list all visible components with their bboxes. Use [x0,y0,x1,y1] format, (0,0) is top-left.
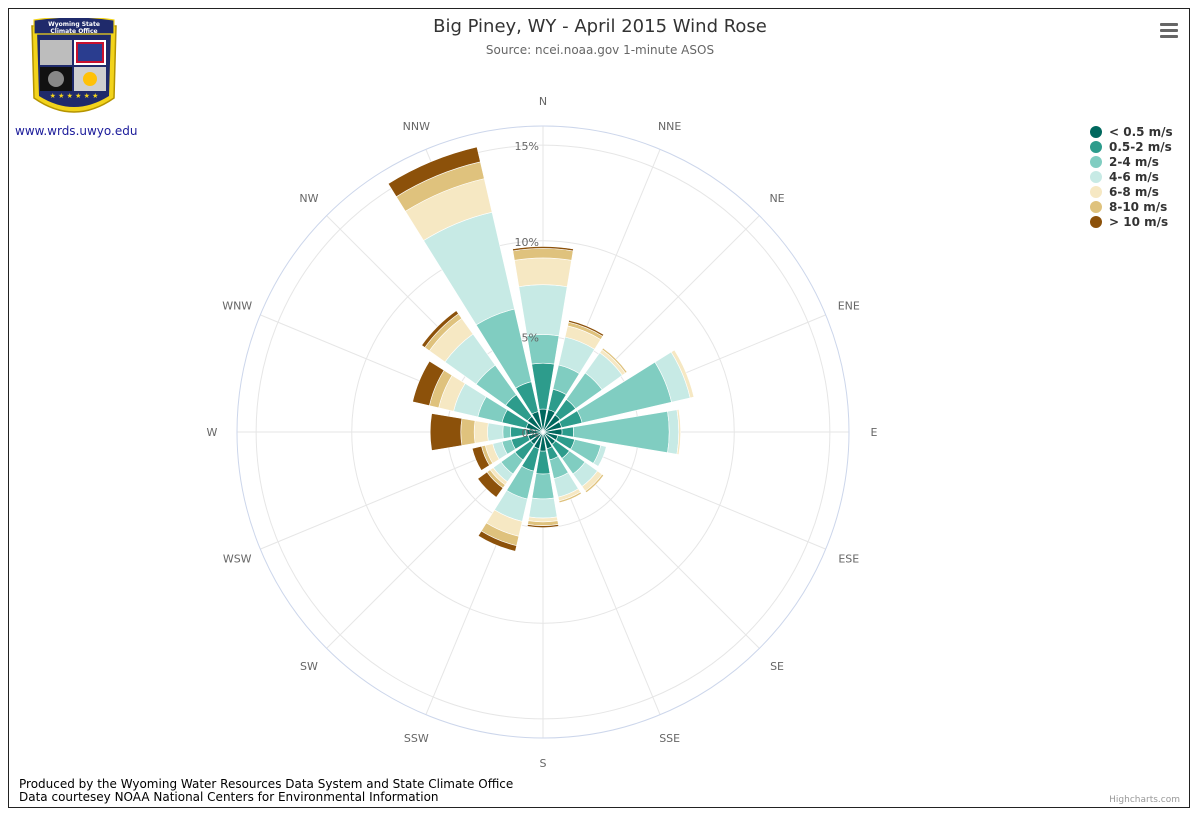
direction-label-w: W [207,426,218,439]
wedge-w-series-6 [429,413,463,451]
wedge-s-series-3 [528,497,558,519]
radial-tick-label: 10% [515,236,539,249]
legend-swatch-icon [1090,155,1102,168]
footer-line1: Produced by the Wyoming Water Resources … [19,777,514,791]
wedge-e-series-3 [667,409,680,455]
legend-swatch-icon [1090,140,1102,153]
wedge-n-series-3 [518,284,568,337]
wedge-sse-series-5 [558,491,582,504]
direction-label-ssw: SSW [404,732,429,745]
direction-label-wsw: WSW [223,553,252,566]
direction-label-ne: NE [769,192,784,205]
legend-label: 6-8 m/s [1109,184,1159,199]
legend-label: 0.5-2 m/s [1109,139,1172,154]
direction-label-e: E [871,426,878,439]
direction-label-se: SE [770,660,784,673]
radial-tick-label: 5% [522,331,539,344]
legend-item[interactable]: > 10 m/s [1090,214,1173,229]
wedge-e-series-4 [676,409,681,455]
wedge-ssw-series-6 [477,530,518,552]
legend-label: 8-10 m/s [1109,199,1168,214]
wedge-sw-series-6 [477,471,504,498]
legend-swatch-icon [1090,125,1102,138]
legend-label: 2-4 m/s [1109,154,1159,169]
climate-office-logo[interactable]: ★ ★ ★ ★ ★ ★ Wyoming State Climate Office [28,18,120,128]
legend-item[interactable]: 2-4 m/s [1090,154,1173,169]
chart-subtitle: Source: ncei.noaa.gov 1-minute ASOS [485,43,715,57]
wedge-nnw-series-6 [387,146,481,198]
radial-tick-label: 0% [522,427,539,440]
footer: Produced by the Wyoming Water Resources … [19,778,513,804]
wedge-nne-series-6 [568,319,605,337]
logo-text-line2: Climate Office [50,28,97,35]
legend-item[interactable]: < 0.5 m/s [1090,124,1173,139]
wedge-wsw-series-6 [471,445,490,471]
logo-url-link[interactable]: www.wrds.uwyo.edu [15,124,138,138]
legend-label: < 0.5 m/s [1109,124,1173,139]
direction-label-ene: ENE [838,299,860,312]
legend-swatch-icon [1090,215,1102,228]
legend-swatch-icon [1090,185,1102,198]
highcharts-credits-link[interactable]: Highcharts.com [1109,795,1180,805]
wedge-s-series-2 [531,473,555,500]
wedge-ene-series-4 [670,349,695,399]
direction-label-nne: NNE [658,120,681,133]
wedge-nw-series-6 [421,310,459,348]
svg-text:★ ★ ★ ★ ★ ★: ★ ★ ★ ★ ★ ★ [50,92,99,100]
wedge-se-series-5 [584,473,605,494]
chart-legend: < 0.5 m/s 0.5-2 m/s 2-4 m/s 4-6 m/s 6-8 m/s 8… [1090,124,1173,229]
legend-label: > 10 m/s [1109,214,1169,229]
direction-label-nw: NW [299,192,318,205]
outer-axis-circle [236,125,850,739]
direction-label-nnw: NNW [403,120,430,133]
wedge-n-series-4 [514,257,572,288]
wedge-s-series-1 [535,450,551,475]
wedge-ne-series-5 [601,347,628,374]
wedge-w-series-3 [487,422,504,442]
wedge-w-series-2 [502,425,512,439]
legend-item[interactable]: 6-8 m/s [1090,184,1173,199]
wedge-ese-series-3 [592,445,607,467]
direction-label-sw: SW [300,660,318,673]
wedge-e-series-1 [561,426,574,438]
wedge-w-series-5 [460,418,476,446]
direction-label-ese: ESE [838,553,859,566]
footer-line2: Data courtesey NOAA National Centers for… [19,790,439,804]
direction-label-n: N [539,95,547,108]
hamburger-menu-icon[interactable] [1156,20,1182,42]
legend-item[interactable]: 8-10 m/s [1090,199,1173,214]
chart-title: Big Piney, WY - April 2015 Wind Rose [433,16,767,37]
legend-label: 4-6 m/s [1109,169,1159,184]
wedge-w-series-4 [473,420,489,444]
legend-item[interactable]: 0.5-2 m/s [1090,139,1173,154]
direction-label-s: S [540,757,547,770]
direction-label-sse: SSE [659,732,680,745]
legend-swatch-icon [1090,200,1102,213]
legend-item[interactable]: 4-6 m/s [1090,169,1173,184]
wedge-s-series-6 [526,524,560,528]
wedge-n-series-6 [512,246,574,252]
radial-tick-label: 15% [515,140,539,153]
wedge-wnw-series-6 [412,360,445,407]
direction-label-wnw: WNW [222,299,252,312]
logo-text-line1: Wyoming State [48,21,100,28]
legend-swatch-icon [1090,170,1102,183]
